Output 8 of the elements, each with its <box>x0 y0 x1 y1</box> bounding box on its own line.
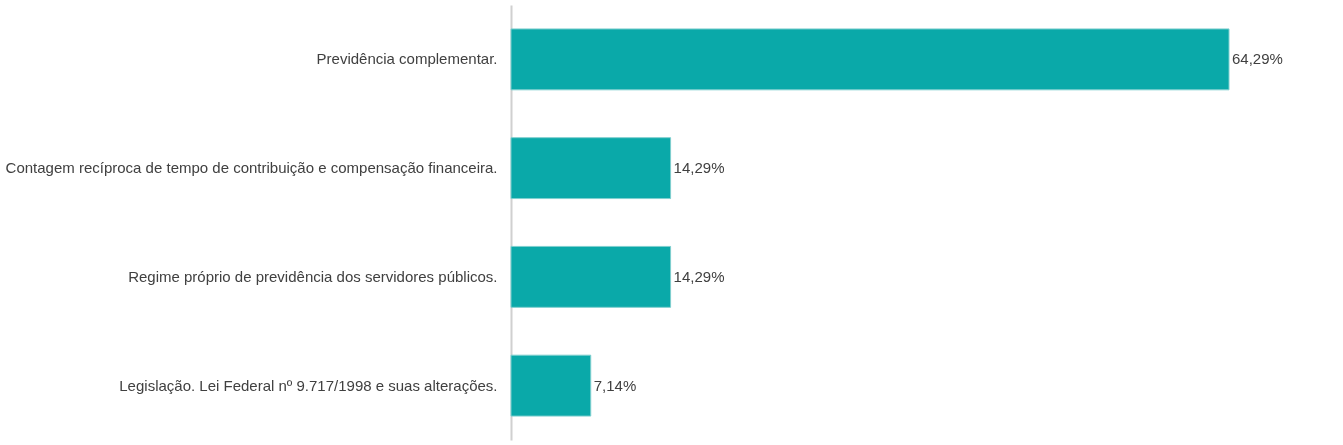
data-label: 7,14% <box>593 376 637 394</box>
y-tick-label: Legislação. Lei Federal nº 9.717/1998 e suas alterações. <box>119 376 498 394</box>
y-tick-label: Previdência complementar. <box>316 50 498 68</box>
y-tick-label: Contagem recíproca de tempo de contribuição e compensação financeira. <box>5 159 498 177</box>
data-label: 14,29% <box>673 159 725 177</box>
data-label: 14,29% <box>673 267 725 285</box>
y-tick-label: Regime próprio de previdência dos servidores públicos. <box>128 267 498 285</box>
data-label: 64,29% <box>1232 50 1283 68</box>
